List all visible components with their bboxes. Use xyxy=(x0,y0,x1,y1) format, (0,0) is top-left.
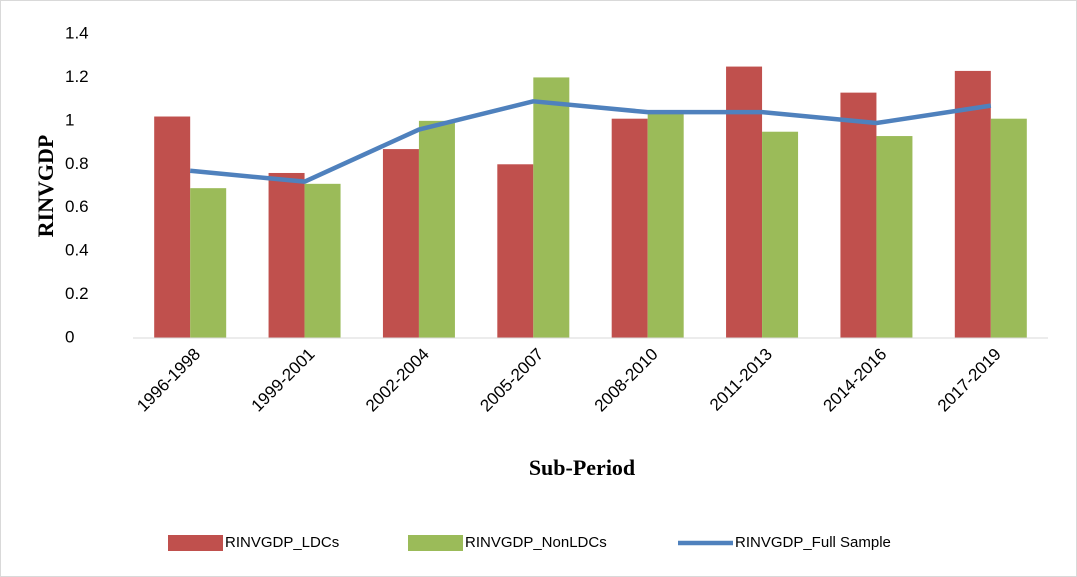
legend-label: RINVGDP_Full Sample xyxy=(735,534,891,551)
bar xyxy=(533,77,570,338)
bar xyxy=(762,131,799,338)
bar xyxy=(154,116,191,338)
bar xyxy=(726,66,763,339)
bar xyxy=(876,136,913,338)
legend-swatch xyxy=(168,535,223,551)
y-tick-label: 0.2 xyxy=(65,284,89,303)
y-tick-label: 0.4 xyxy=(65,241,89,260)
bar xyxy=(647,110,684,338)
bar xyxy=(304,183,341,338)
legend-label: RINVGDP_NonLDCs xyxy=(465,534,607,551)
bar xyxy=(382,149,419,338)
y-tick-label: 1.4 xyxy=(65,23,89,42)
bar xyxy=(268,172,305,338)
bar xyxy=(840,92,877,338)
y-tick-label: 0.6 xyxy=(65,197,89,216)
bar xyxy=(990,118,1027,338)
bar xyxy=(418,120,455,338)
bar xyxy=(190,188,227,338)
bar xyxy=(611,118,648,338)
bar xyxy=(497,164,534,338)
legend-label: RINVGDP_LDCs xyxy=(225,534,339,551)
x-axis-title: Sub-Period xyxy=(529,455,635,480)
y-tick-label: 0 xyxy=(65,327,74,346)
bar xyxy=(954,70,991,339)
legend-swatch xyxy=(408,535,463,551)
y-axis-title: RINVGDP xyxy=(33,135,58,238)
y-tick-label: 0.8 xyxy=(65,154,89,173)
y-tick-label: 1.2 xyxy=(65,67,89,86)
y-tick-label: 1 xyxy=(65,110,74,129)
line-series xyxy=(189,99,992,184)
